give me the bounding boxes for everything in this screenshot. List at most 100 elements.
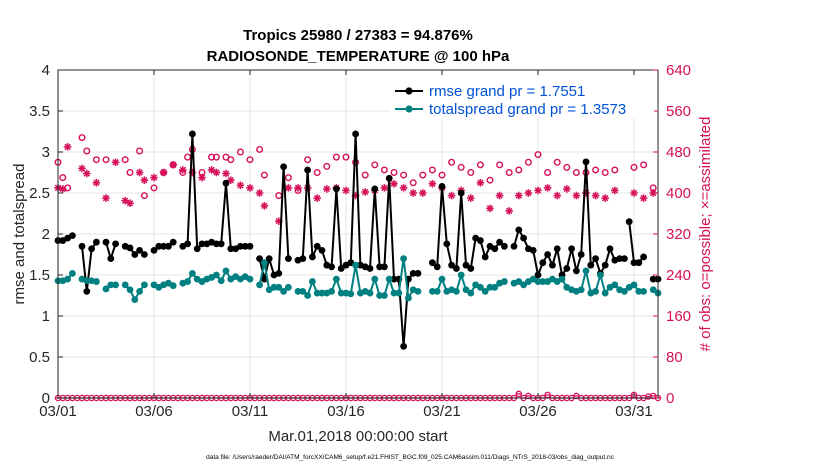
obs-possible-point bbox=[611, 166, 619, 174]
spread-point bbox=[318, 289, 326, 297]
obs-assimilated-point bbox=[260, 202, 269, 210]
obs-assimilated-point bbox=[126, 199, 134, 208]
rmse-point bbox=[453, 265, 460, 272]
rmse-point bbox=[457, 189, 465, 197]
rmse-point bbox=[448, 261, 455, 269]
rmse-point bbox=[193, 245, 201, 253]
obs-assimilated-point bbox=[63, 143, 72, 151]
spread-point bbox=[366, 289, 374, 297]
legend-spread-label: totalspread grand pr = 1.3573 bbox=[429, 101, 626, 118]
obs-possible-point bbox=[83, 147, 91, 155]
spread-point bbox=[169, 282, 177, 290]
rmse-point bbox=[510, 242, 518, 250]
rmse-point bbox=[568, 245, 575, 253]
obs-possible-point bbox=[332, 153, 340, 161]
spread-point bbox=[520, 281, 527, 289]
obs-assimilated-point bbox=[601, 194, 609, 202]
rmse-point bbox=[414, 269, 422, 277]
spread-point bbox=[611, 281, 619, 289]
spread-point bbox=[395, 289, 403, 297]
spread-point bbox=[457, 271, 465, 279]
obs-assimilated-point bbox=[534, 186, 542, 195]
spread-point bbox=[222, 267, 230, 275]
rmse-point bbox=[635, 259, 643, 267]
spread-point bbox=[621, 288, 628, 295]
rmse-point bbox=[462, 261, 470, 269]
rmse-point bbox=[376, 263, 383, 271]
obs-assimilated-point bbox=[380, 184, 389, 192]
obs-assimilated-point bbox=[294, 184, 302, 192]
rmse-point bbox=[275, 269, 283, 277]
spread-point bbox=[592, 288, 599, 295]
rmse-point bbox=[649, 275, 657, 283]
obs-assimilated-point bbox=[246, 184, 254, 192]
rmse-point bbox=[582, 158, 590, 166]
obs-possible-point bbox=[227, 156, 235, 164]
obs-possible-point bbox=[601, 168, 609, 176]
rmse-point bbox=[501, 242, 508, 250]
rmse-point bbox=[606, 245, 614, 253]
obs-assimilated-point bbox=[409, 189, 417, 197]
y-left-tick-label: 3 bbox=[42, 144, 50, 161]
rmse-point bbox=[573, 267, 580, 275]
obs-possible-point bbox=[236, 148, 244, 156]
spread-point bbox=[390, 289, 398, 297]
rmse-point bbox=[136, 247, 144, 254]
obs-possible-point bbox=[371, 161, 379, 169]
obs-possible-point bbox=[212, 153, 220, 161]
spread-point bbox=[246, 275, 254, 283]
obs-assimilated-point bbox=[342, 186, 350, 195]
rmse-point bbox=[467, 265, 475, 272]
obs-possible-point bbox=[467, 168, 475, 176]
rmse-point bbox=[246, 242, 254, 250]
rmse-point bbox=[539, 259, 547, 267]
obs-assimilated-point bbox=[159, 168, 168, 177]
rmse-point bbox=[385, 174, 393, 182]
rmse-point bbox=[400, 342, 407, 350]
obs-possible-point bbox=[428, 166, 436, 174]
rmse-point bbox=[625, 218, 633, 226]
obs-assimilated-point bbox=[515, 191, 523, 200]
spread-point bbox=[261, 259, 268, 267]
obs-assimilated-point bbox=[524, 189, 533, 197]
obs-possible-point bbox=[313, 168, 321, 176]
y-left-tick-label: 1 bbox=[42, 308, 50, 325]
spread-point bbox=[299, 288, 307, 295]
spread-point bbox=[337, 289, 345, 297]
obs-assimilated-point bbox=[399, 184, 408, 192]
spread-point bbox=[126, 286, 134, 294]
obs-possible-point bbox=[304, 156, 312, 164]
obs-assimilated-point bbox=[630, 189, 638, 197]
y-axis-left-label: rmse and totalspread bbox=[11, 164, 28, 305]
rmse-point bbox=[198, 240, 206, 248]
spread-point bbox=[131, 296, 139, 303]
obs-assimilated-point bbox=[390, 179, 398, 188]
rmse-point bbox=[280, 163, 287, 171]
rmse-point bbox=[630, 259, 638, 267]
rmse-point bbox=[549, 261, 556, 269]
obs-possible-point bbox=[102, 156, 110, 164]
spread-point bbox=[385, 275, 393, 283]
obs-possible-point bbox=[256, 145, 264, 153]
rmse-point bbox=[102, 238, 110, 246]
obs-possible-point bbox=[150, 184, 158, 192]
spread-point bbox=[376, 292, 383, 299]
rmse-point bbox=[169, 238, 177, 246]
rmse-point bbox=[189, 130, 196, 138]
rmse-point bbox=[621, 255, 628, 262]
rmse-point bbox=[78, 242, 86, 250]
x-tick-label: 03/21 bbox=[423, 403, 461, 420]
rmse-point bbox=[217, 240, 225, 248]
obs-possible-point bbox=[640, 161, 648, 169]
spread-point bbox=[477, 283, 484, 291]
y-right-tick-label: 80 bbox=[666, 349, 683, 366]
y-left-tick-label: 4 bbox=[42, 62, 50, 79]
x-tick-label: 03/11 bbox=[232, 403, 268, 420]
legend: rmse grand pr = 1.7551 totalspread grand… bbox=[390, 78, 654, 118]
rmse-line-segment bbox=[81, 241, 98, 293]
rmse-point bbox=[477, 237, 484, 244]
rmse-point bbox=[241, 242, 249, 250]
y-left-tick-label: 0 bbox=[42, 390, 50, 407]
rmse-point bbox=[577, 251, 585, 258]
rmse-point bbox=[83, 288, 91, 295]
